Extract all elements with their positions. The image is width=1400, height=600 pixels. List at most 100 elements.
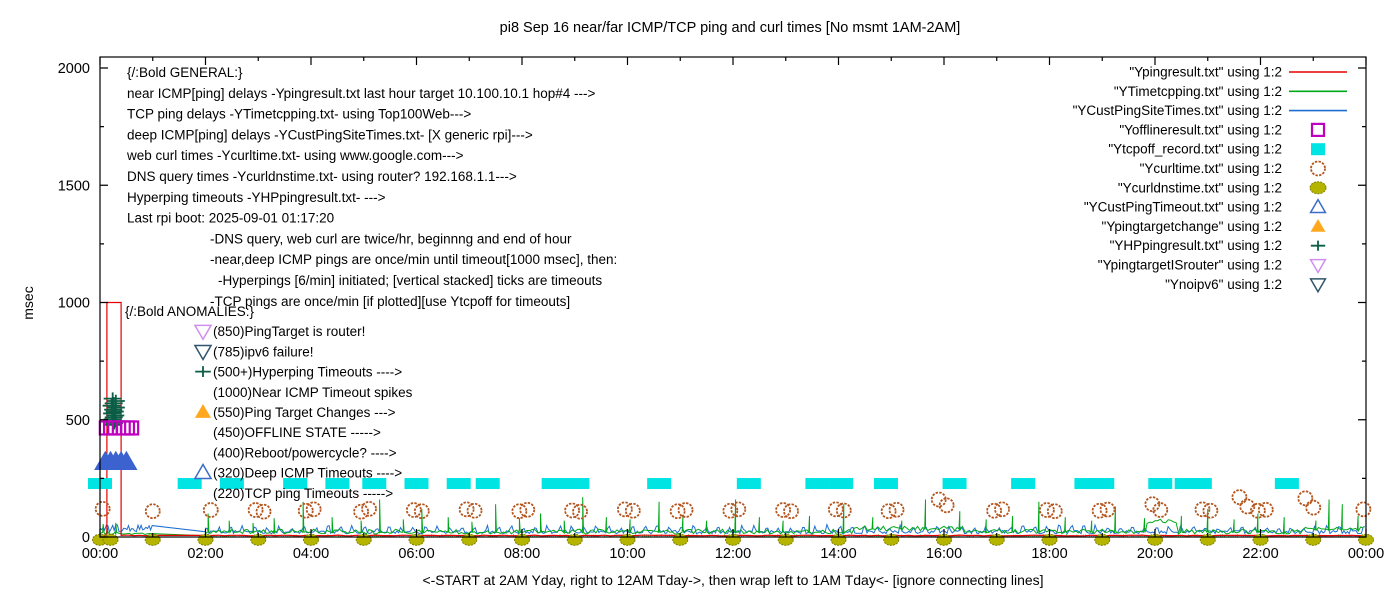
curl-time-circle bbox=[783, 503, 799, 520]
dns-time-dot bbox=[102, 533, 119, 546]
tcp-timeout-square bbox=[362, 478, 387, 490]
annotation-anomaly-line: (550)Ping Target Changes ---> bbox=[213, 405, 396, 420]
tcp-timeout-square bbox=[873, 478, 898, 490]
annotation-anomaly-line: (400)Reboot/powercycle? ----> bbox=[213, 445, 397, 460]
y-tick-label: 1500 bbox=[58, 178, 90, 194]
curl-time-circle bbox=[458, 501, 475, 518]
annotation-general-line: Hyperping timeouts -YHPpingresult.txt- -… bbox=[127, 190, 386, 205]
curl-time-circle bbox=[888, 501, 905, 518]
annotation-anomaly-line: {/:Bold ANOMALIES:} bbox=[125, 304, 255, 319]
x-axis-label: <-START at 2AM Yday, right to 12AM Tday-… bbox=[422, 572, 1044, 588]
curl-time-circle bbox=[1194, 501, 1211, 518]
curl-time-circle bbox=[255, 503, 272, 520]
curl-time-circle bbox=[466, 502, 483, 519]
tcp-timeout-square bbox=[541, 478, 566, 490]
curl-time-circle bbox=[361, 500, 377, 517]
tcp-timeout-square bbox=[404, 478, 429, 490]
curl-time-circle bbox=[1297, 490, 1314, 507]
annotation-anomaly-line: (450)OFFLINE STATE -----> bbox=[213, 425, 381, 440]
legend-marker-triangle-down-open bbox=[1309, 278, 1327, 294]
tcp-timeout-square bbox=[219, 478, 244, 490]
legend-label: "Ypingtargetchange" using 1:2 bbox=[1102, 219, 1282, 234]
tcp-timeout-square bbox=[942, 478, 967, 490]
legend-label: "YHPpingresult.txt" using 1:2 bbox=[1110, 238, 1282, 253]
x-tick-label: 16:00 bbox=[926, 546, 962, 562]
curl-time-circle bbox=[616, 501, 633, 518]
annotation-general-line: -TCP pings are once/min [if plotted][use… bbox=[210, 294, 570, 309]
curl-time-circle bbox=[511, 503, 528, 520]
x-tick-label: 00:00 bbox=[1348, 546, 1384, 562]
tcp-timeout-square bbox=[565, 478, 590, 490]
legend-marker-plus bbox=[1310, 240, 1326, 251]
curl-time-circle bbox=[624, 502, 641, 519]
curl-time-circle bbox=[572, 503, 588, 520]
legend-label: "Ypingresult.txt" using 1:2 bbox=[1129, 65, 1282, 80]
curl-time-circle bbox=[827, 501, 844, 518]
x-tick-label: 06:00 bbox=[398, 546, 434, 562]
x-tick-label: 20:00 bbox=[1137, 546, 1173, 562]
curl-time-circle bbox=[94, 500, 111, 517]
x-tick-label: 18:00 bbox=[1031, 546, 1067, 562]
annotation-general-line: TCP ping delays -YTimetcpping.txt- using… bbox=[127, 107, 471, 122]
legend-marker-triangle-up-open bbox=[1309, 198, 1327, 214]
curl-time-circle bbox=[1231, 489, 1248, 506]
legend-label: "Ycurldnstime.txt" using 1:2 bbox=[1118, 180, 1282, 195]
legend-marker-square-filled bbox=[1311, 143, 1325, 156]
y-tick-label: 0 bbox=[82, 530, 90, 546]
curl-time-circle bbox=[722, 502, 739, 519]
tcp-timeout-square bbox=[805, 478, 830, 490]
curl-time-circle bbox=[1239, 498, 1256, 515]
x-tick-label: 08:00 bbox=[504, 546, 540, 562]
annotation-general-line: -Hyperpings [6/min] initiated; [vertical… bbox=[218, 273, 602, 288]
curl-time-circle bbox=[519, 501, 536, 518]
legend-label: "Yofflineresult.txt" using 1:2 bbox=[1119, 122, 1282, 137]
curl-time-circle bbox=[297, 502, 314, 519]
legend-marker-triangle-down-open bbox=[1309, 258, 1327, 274]
curl-time-circle bbox=[144, 503, 161, 520]
tcp-timeout-square bbox=[647, 478, 672, 490]
curl-time-circle bbox=[1091, 502, 1108, 519]
annotation-general-line: DNS query times -Ycurldnstime.txt- using… bbox=[127, 169, 517, 184]
x-tick-label: 22:00 bbox=[1242, 546, 1278, 562]
anomaly-key-triangle-up-open bbox=[193, 463, 213, 480]
x-tick-label: 02:00 bbox=[187, 546, 223, 562]
annotation-anomaly-line: (1000)Near ICMP Timeout spikes bbox=[213, 385, 413, 400]
curl-time-circle bbox=[1305, 499, 1322, 516]
annotation-general-line: Last rpi boot: 2025-09-01 01:17:20 bbox=[127, 211, 334, 226]
annotation-general-line: -DNS query, web curl are twice/hr, begin… bbox=[210, 231, 572, 246]
offline-state-square bbox=[124, 420, 140, 436]
x-tick-label: 14:00 bbox=[820, 546, 856, 562]
curl-time-circle bbox=[202, 502, 219, 518]
curl-time-circle bbox=[305, 501, 322, 518]
curl-time-circle bbox=[1038, 502, 1055, 518]
legend-label: "Ytcpoff_record.txt" using 1:2 bbox=[1108, 142, 1282, 157]
tcp-timeout-square bbox=[325, 478, 350, 490]
legend-label: "YTimetcpping.txt" using 1:2 bbox=[1114, 84, 1282, 99]
legend-marker-circle-filled bbox=[1309, 181, 1327, 195]
tcp-timeout-square bbox=[736, 478, 761, 490]
curl-time-circle bbox=[669, 503, 686, 520]
curl-time-circle bbox=[775, 502, 792, 518]
tcp-timeout-square bbox=[1148, 478, 1173, 490]
annotation-general-line: {/:Bold GENERAL:} bbox=[127, 65, 243, 80]
tcp-timeout-square bbox=[1187, 478, 1212, 490]
legend-marker-circle-open bbox=[1310, 160, 1326, 177]
curl-time-circle bbox=[1355, 501, 1372, 518]
y-tick-label: 1000 bbox=[58, 296, 90, 312]
legend-label: "Ycurltime.txt" using 1:2 bbox=[1140, 161, 1282, 176]
annotation-anomaly-line: (220)TCP ping Timeouts -----> bbox=[213, 486, 393, 501]
x-tick-label: 00:00 bbox=[82, 546, 118, 562]
y-tick-label: 500 bbox=[66, 413, 90, 429]
curl-time-circle bbox=[353, 503, 370, 520]
curl-time-circle bbox=[880, 503, 897, 520]
axis-ticks bbox=[99, 57, 1367, 538]
tcp-timeout-square bbox=[446, 478, 471, 490]
legend-label: "YCustPingTimeout.txt" using 1:2 bbox=[1084, 200, 1282, 215]
annotation-anomaly-line: (500+)Hyperping Timeouts ----> bbox=[213, 365, 402, 380]
legend-label: "YCustPingSiteTimes.txt" using 1:2 bbox=[1073, 103, 1282, 118]
curl-time-circle bbox=[405, 502, 422, 518]
curl-time-circle bbox=[1257, 501, 1274, 518]
curl-time-circle bbox=[1249, 502, 1266, 519]
tcp-timeout-square bbox=[1074, 478, 1099, 490]
y-tick-label: 2000 bbox=[58, 61, 90, 77]
